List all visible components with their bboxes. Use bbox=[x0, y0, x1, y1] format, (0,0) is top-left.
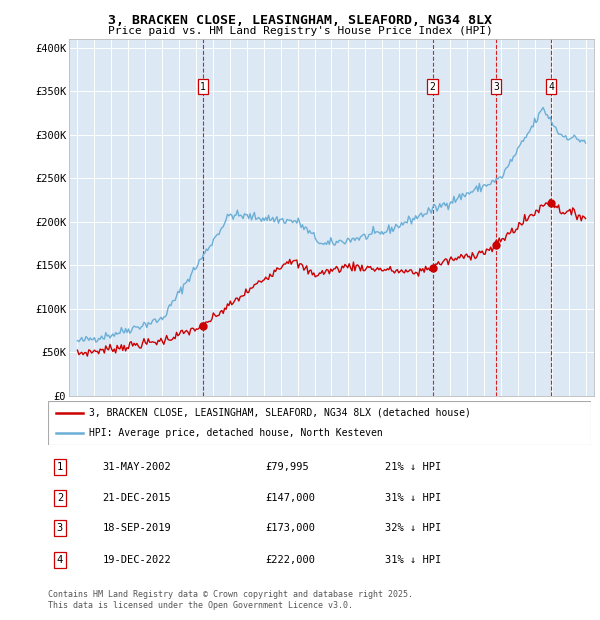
Text: 3: 3 bbox=[493, 82, 499, 92]
Text: 21% ↓ HPI: 21% ↓ HPI bbox=[385, 463, 441, 472]
Text: £173,000: £173,000 bbox=[265, 523, 315, 533]
Text: 3: 3 bbox=[57, 523, 63, 533]
Text: 3, BRACKEN CLOSE, LEASINGHAM, SLEAFORD, NG34 8LX (detached house): 3, BRACKEN CLOSE, LEASINGHAM, SLEAFORD, … bbox=[89, 407, 470, 418]
Text: HPI: Average price, detached house, North Kesteven: HPI: Average price, detached house, Nort… bbox=[89, 428, 382, 438]
Text: 18-SEP-2019: 18-SEP-2019 bbox=[103, 523, 171, 533]
Text: 4: 4 bbox=[57, 555, 63, 565]
Text: 19-DEC-2022: 19-DEC-2022 bbox=[103, 555, 171, 565]
Text: 31-MAY-2002: 31-MAY-2002 bbox=[103, 463, 171, 472]
Text: 2: 2 bbox=[430, 82, 436, 92]
Text: 21-DEC-2015: 21-DEC-2015 bbox=[103, 493, 171, 503]
Text: 4: 4 bbox=[548, 82, 554, 92]
Text: 1: 1 bbox=[57, 463, 63, 472]
Text: Contains HM Land Registry data © Crown copyright and database right 2025.: Contains HM Land Registry data © Crown c… bbox=[48, 590, 413, 600]
Text: £222,000: £222,000 bbox=[265, 555, 315, 565]
Text: 32% ↓ HPI: 32% ↓ HPI bbox=[385, 523, 441, 533]
Text: 2: 2 bbox=[57, 493, 63, 503]
Text: 1: 1 bbox=[200, 82, 206, 92]
Text: £79,995: £79,995 bbox=[265, 463, 309, 472]
Text: This data is licensed under the Open Government Licence v3.0.: This data is licensed under the Open Gov… bbox=[48, 601, 353, 611]
Text: Price paid vs. HM Land Registry's House Price Index (HPI): Price paid vs. HM Land Registry's House … bbox=[107, 26, 493, 36]
Text: £147,000: £147,000 bbox=[265, 493, 315, 503]
Text: 31% ↓ HPI: 31% ↓ HPI bbox=[385, 555, 441, 565]
Text: 3, BRACKEN CLOSE, LEASINGHAM, SLEAFORD, NG34 8LX: 3, BRACKEN CLOSE, LEASINGHAM, SLEAFORD, … bbox=[108, 14, 492, 27]
Text: 31% ↓ HPI: 31% ↓ HPI bbox=[385, 493, 441, 503]
